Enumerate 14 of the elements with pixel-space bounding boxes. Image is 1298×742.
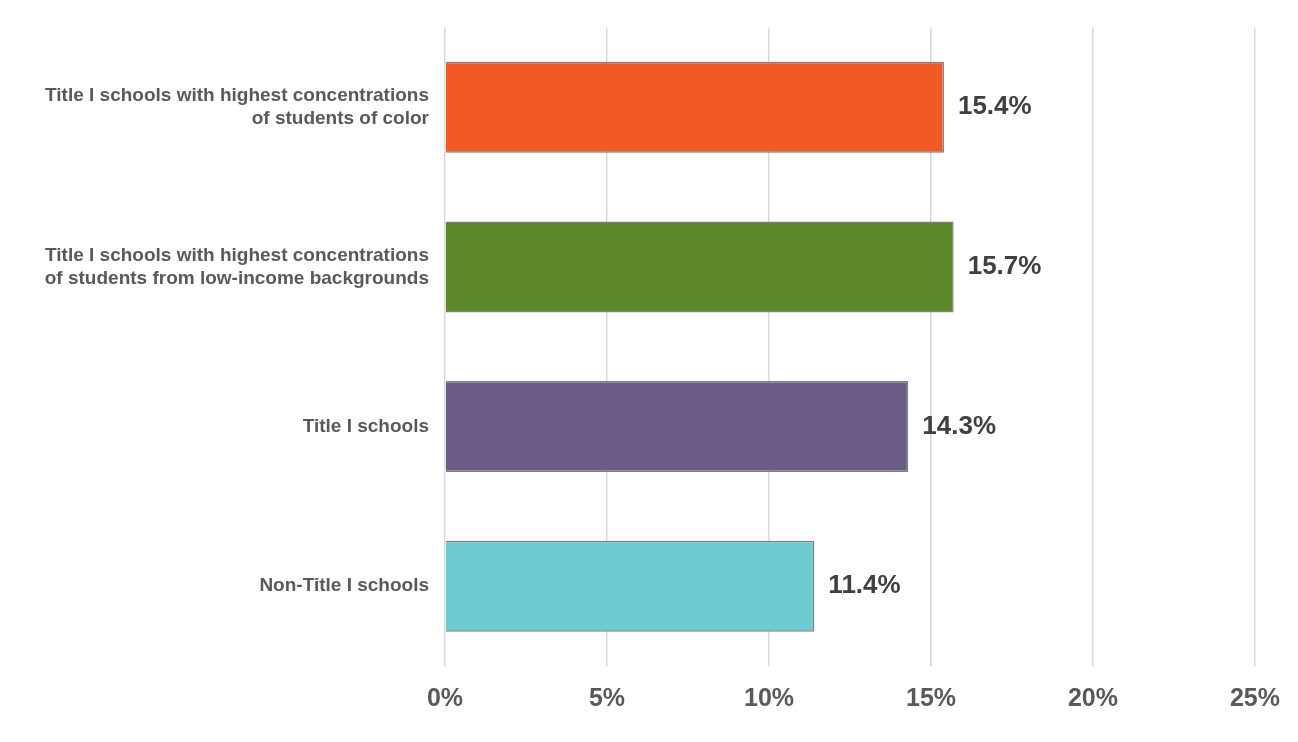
x-tick-label: 0% [426, 682, 464, 711]
x-tick-label: 10% [743, 682, 795, 711]
y-tick-label: Non-Title I schools [259, 574, 429, 596]
x-tick-label: 5% [588, 682, 626, 711]
data-label: 14.3% [922, 409, 997, 440]
y-tick-label: Title I schools with highest concentrations of students from low-income backgrounds [44, 243, 429, 288]
y-tick-label: Title I schools [302, 414, 429, 436]
data-label: 15.4% [957, 90, 1032, 121]
data-label: 11.4% [828, 569, 901, 600]
x-tick-label: 15% [905, 682, 957, 711]
data-label: 15.7% [967, 250, 1042, 281]
x-tick-label: 25% [1229, 682, 1281, 711]
y-tick-label: Title I schools with highest concentrations of students of color [45, 84, 430, 128]
x-tick-label: 20% [1067, 682, 1119, 711]
